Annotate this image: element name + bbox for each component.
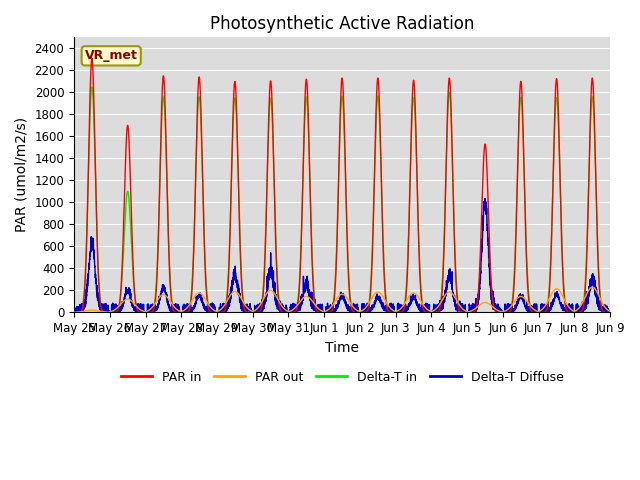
Text: VR_met: VR_met xyxy=(84,49,138,62)
X-axis label: Time: Time xyxy=(325,341,359,355)
Title: Photosynthetic Active Radiation: Photosynthetic Active Radiation xyxy=(210,15,474,33)
Legend: PAR in, PAR out, Delta-T in, Delta-T Diffuse: PAR in, PAR out, Delta-T in, Delta-T Dif… xyxy=(116,366,569,389)
Y-axis label: PAR (umol/m2/s): PAR (umol/m2/s) xyxy=(15,117,29,232)
